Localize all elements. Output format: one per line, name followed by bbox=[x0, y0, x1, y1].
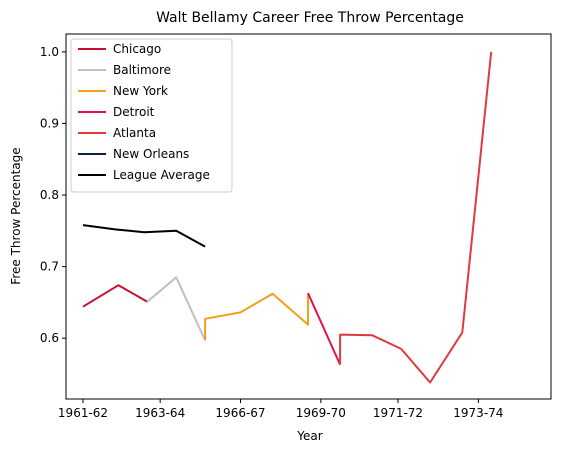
legend-label: Atlanta bbox=[113, 126, 156, 140]
y-tick-label: 0.7 bbox=[40, 260, 59, 274]
chart-title: Walt Bellamy Career Free Throw Percentag… bbox=[156, 10, 464, 26]
series-line-new-york bbox=[204, 292, 309, 341]
x-tick-label: 1966-67 bbox=[215, 406, 265, 420]
x-tick-label: 1969-70 bbox=[296, 406, 346, 420]
legend-label: Detroit bbox=[113, 105, 155, 119]
legend-label: Baltimore bbox=[113, 63, 171, 77]
plot-frame bbox=[65, 33, 552, 400]
x-axis-ticks: 1961-62 1963-64 1966-67 1969-70 1971-72 1973-… bbox=[58, 399, 503, 420]
legend-label: Chicago bbox=[113, 42, 161, 56]
x-tick-label: 1961-62 bbox=[58, 406, 108, 420]
series-line-league-average bbox=[82, 224, 206, 248]
series-line-atlanta bbox=[339, 51, 493, 384]
x-tick-label: 1971-72 bbox=[373, 406, 423, 420]
y-tick-label: 0.8 bbox=[40, 188, 59, 202]
plot-lines bbox=[82, 51, 493, 384]
series-line-chicago bbox=[82, 284, 148, 308]
legend-label: New York bbox=[113, 84, 168, 98]
y-axis-ticks: 0.6 0.7 0.8 0.9 1.0 bbox=[40, 45, 66, 345]
legend-box bbox=[70, 38, 233, 193]
series-line-baltimore bbox=[146, 276, 207, 341]
y-tick-label: 1.0 bbox=[40, 45, 59, 59]
x-tick-label: 1963-64 bbox=[135, 406, 185, 420]
y-tick-label: 0.6 bbox=[40, 331, 59, 345]
legend-label: New Orleans bbox=[113, 147, 189, 161]
y-tick-label: 0.9 bbox=[40, 116, 59, 130]
legend: Chicago Baltimore New York Detroit Atlanta Ne… bbox=[70, 38, 233, 193]
series-line-detroit bbox=[307, 292, 342, 366]
x-tick-label: 1973-74 bbox=[453, 406, 503, 420]
y-axis-label: Free Throw Percentage bbox=[9, 147, 23, 284]
x-axis-label: Year bbox=[296, 429, 322, 443]
legend-label: League Average bbox=[113, 168, 210, 182]
